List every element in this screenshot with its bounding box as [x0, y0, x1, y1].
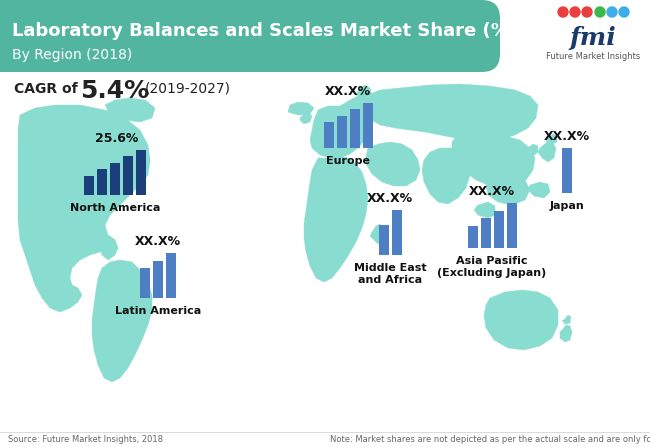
Bar [506, 203, 517, 248]
Circle shape [595, 7, 605, 17]
Text: XX.X%: XX.X% [367, 192, 413, 205]
Text: Latin America: Latin America [115, 306, 201, 316]
Polygon shape [105, 98, 155, 122]
Text: XX.X%: XX.X% [135, 235, 181, 248]
Circle shape [558, 7, 568, 17]
Polygon shape [560, 325, 572, 342]
Polygon shape [422, 148, 470, 204]
Text: Future Market Insights: Future Market Insights [546, 52, 640, 61]
Text: XX.X%: XX.X% [544, 130, 590, 143]
Bar [140, 268, 150, 298]
Text: Europe: Europe [326, 156, 370, 166]
Text: XX.X%: XX.X% [469, 185, 515, 198]
Bar [467, 225, 478, 248]
Bar [493, 211, 504, 248]
Text: 5.4%: 5.4% [80, 79, 149, 103]
Text: fmi: fmi [569, 26, 616, 50]
Text: (2019-2027): (2019-2027) [145, 82, 231, 96]
Bar [110, 163, 120, 195]
Bar [337, 116, 346, 148]
Circle shape [619, 7, 629, 17]
Polygon shape [300, 112, 312, 124]
Bar [0, 0, 482, 72]
Polygon shape [452, 135, 535, 188]
Circle shape [570, 7, 580, 17]
Bar [363, 103, 372, 148]
Polygon shape [546, 134, 557, 144]
Bar [324, 122, 333, 148]
Polygon shape [304, 156, 368, 282]
Text: By Region (2018): By Region (2018) [12, 48, 132, 62]
Circle shape [582, 7, 592, 17]
Bar [153, 261, 163, 298]
Text: Source: Future Market Insights, 2018: Source: Future Market Insights, 2018 [8, 435, 163, 444]
Polygon shape [288, 102, 314, 115]
Text: Asia Pasific
(Excluding Japan): Asia Pasific (Excluding Japan) [437, 256, 547, 278]
Polygon shape [18, 105, 150, 312]
Bar [378, 225, 389, 255]
Polygon shape [474, 202, 495, 218]
Bar [97, 169, 107, 195]
Bar [350, 110, 359, 148]
Polygon shape [484, 290, 558, 350]
Bar [480, 218, 491, 248]
Polygon shape [528, 182, 550, 198]
Polygon shape [366, 142, 420, 186]
Bar [136, 150, 146, 195]
Polygon shape [527, 144, 538, 156]
Bar [391, 210, 402, 255]
Bar [166, 253, 176, 298]
Polygon shape [340, 95, 374, 122]
Text: Note: Market shares are not depicted as per the actual scale and are only for il: Note: Market shares are not depicted as … [330, 435, 650, 444]
FancyBboxPatch shape [0, 0, 500, 72]
Polygon shape [92, 260, 152, 382]
Text: Japan: Japan [550, 201, 584, 211]
Polygon shape [356, 85, 372, 100]
Text: CAGR of: CAGR of [14, 82, 77, 96]
Text: Middle East
and Africa: Middle East and Africa [354, 263, 426, 285]
Polygon shape [486, 175, 530, 205]
Polygon shape [310, 106, 368, 158]
Polygon shape [562, 315, 571, 324]
Polygon shape [538, 142, 556, 162]
Text: 25.6%: 25.6% [96, 132, 138, 145]
Bar [84, 176, 94, 195]
Polygon shape [370, 224, 382, 244]
Bar [562, 148, 572, 193]
Polygon shape [100, 235, 118, 260]
Text: Laboratory Balances and Scales Market Share (%): Laboratory Balances and Scales Market Sh… [12, 22, 517, 40]
Circle shape [607, 7, 617, 17]
Polygon shape [364, 84, 538, 143]
Text: North America: North America [70, 203, 160, 213]
Bar [123, 156, 133, 195]
Text: XX.X%: XX.X% [325, 85, 371, 98]
